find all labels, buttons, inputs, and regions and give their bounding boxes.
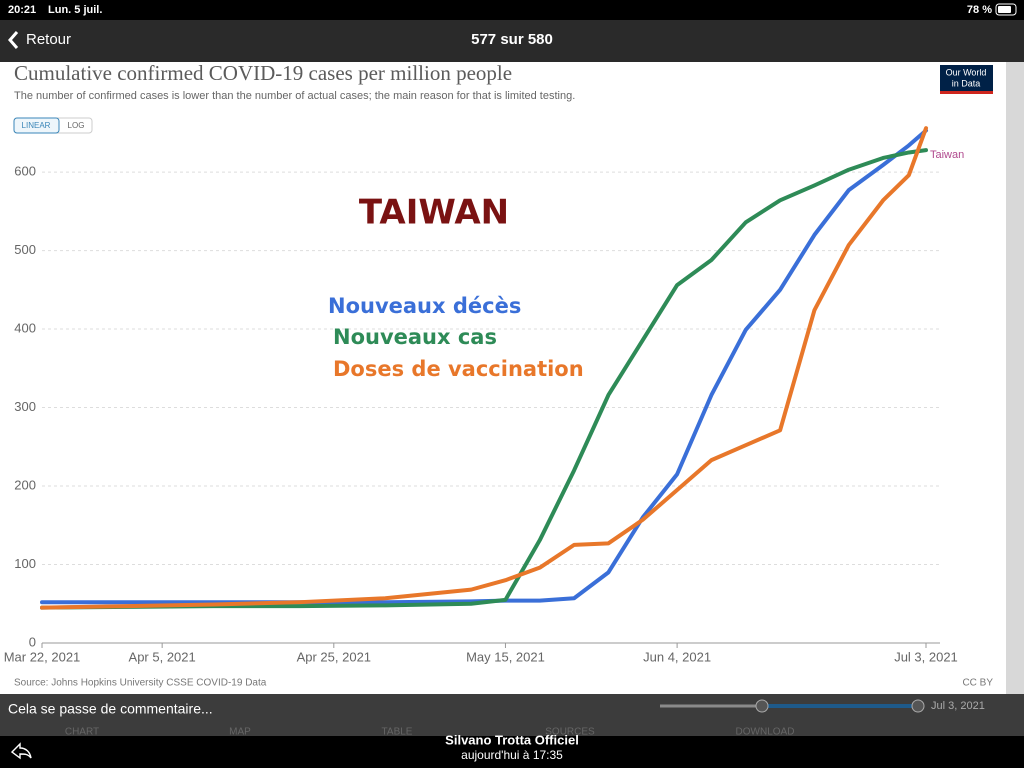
battery-level: 78 % [967,4,992,16]
tab[interactable]: DOWNLOAD [736,727,795,738]
owid-logo-bar [940,91,993,94]
x-tick-label: Apr 5, 2021 [129,649,196,664]
author: Silvano Trotta Officiel [445,732,579,747]
slider-date: Jul 3, 2021 [931,700,985,712]
logo-line: Our World [946,67,987,77]
status-bar [0,0,1024,20]
battery-fill [998,6,1011,13]
legend-label: Nouveaux cas [333,325,497,349]
share-icon[interactable] [10,742,32,760]
annotation: TAIWAN [359,193,509,233]
legend-label: Doses de vaccination [333,357,584,381]
log-label[interactable]: LOG [68,121,85,130]
time: 20:21 [8,4,36,16]
owid-logo [940,65,993,93]
caption-overlay [0,694,1024,736]
slider-handle[interactable] [911,699,925,713]
y-tick-label: 400 [14,320,36,335]
back-chevron[interactable] [8,31,19,49]
chart-subtitle: The number of confirmed cases is lower t… [14,90,575,102]
y-tick-label: 300 [14,399,36,414]
y-tick-label: 600 [14,164,36,179]
caption: Cela se passe de commentaire... [8,701,213,717]
date: Lun. 5 juil. [48,4,102,16]
y-tick-label: 0 [29,634,36,649]
counter: 577 sur 580 [471,31,553,48]
footer [0,736,1024,768]
x-tick-label: Jun 4, 2021 [643,649,711,664]
series-line [40,126,928,610]
nav-bar [0,20,1024,62]
linear-label[interactable]: LINEAR [22,121,51,130]
slider-handle[interactable] [755,699,769,713]
x-tick-label: May 15, 2021 [466,649,545,664]
tab[interactable]: CHART [65,727,99,738]
chart-title: Cumulative confirmed COVID-19 cases per … [14,61,512,85]
post-time: aujourd'hui à 17:35 [461,748,563,762]
chart-image [0,62,1006,694]
battery-icon [995,3,1017,16]
logo-line: in Data [952,78,981,88]
series-line [40,148,928,610]
tab[interactable]: MAP [229,727,251,738]
legend-label: Nouveaux décès [328,294,521,318]
tab[interactable]: SOURCES [545,727,595,738]
y-tick-label: 500 [14,242,36,257]
plot: 0 100 200 300 400 500 600 Mar 22, 2021 Apr 5, 20… [4,126,958,664]
tabs: CHART MAP TABLE SOURCES DOWNLOAD [65,727,795,738]
x-tick-label: Jul 3, 2021 [894,649,958,664]
y-tick-label: 100 [14,556,36,571]
entity-label: Taiwan [930,149,964,161]
back-button[interactable]: Retour [26,31,71,48]
tab[interactable]: TABLE [382,727,413,738]
y-tick-label: 200 [14,477,36,492]
image-edge [1006,62,1024,694]
x-tick-label: Mar 22, 2021 [4,649,81,664]
linear-button[interactable] [13,117,60,134]
source: Source: Johns Hopkins University CSSE CO… [14,678,267,689]
x-tick-label: Apr 25, 2021 [297,649,371,664]
license: CC BY [962,678,993,689]
